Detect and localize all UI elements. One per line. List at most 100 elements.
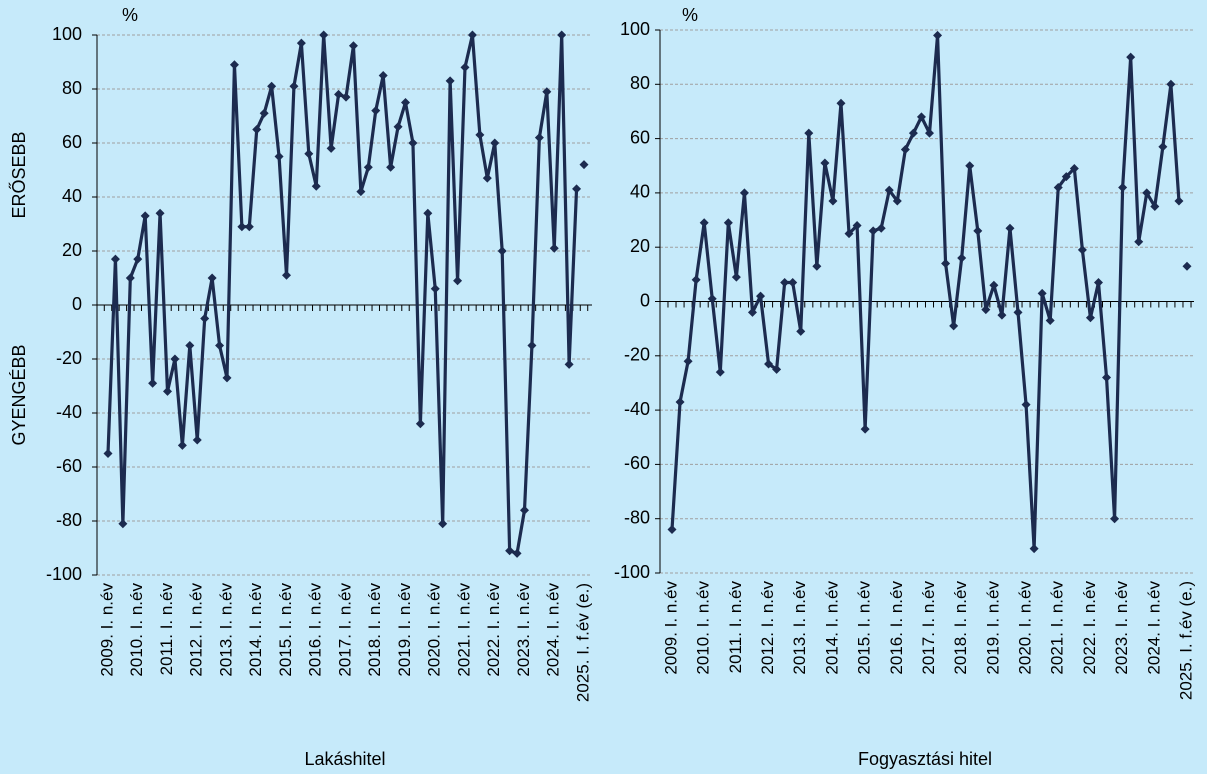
x-tick-label: 2022. I. n.év xyxy=(1080,581,1099,675)
y-tick-label: -60 xyxy=(624,453,650,473)
marker xyxy=(237,222,247,232)
marker xyxy=(764,359,774,369)
x-tick-label: 2011. I. n.év xyxy=(157,583,176,676)
y-tick-label: -20 xyxy=(624,345,650,365)
y-tick-label: 40 xyxy=(62,186,82,206)
marker xyxy=(118,519,128,529)
line xyxy=(670,33,1181,551)
marker xyxy=(965,161,975,171)
marker xyxy=(796,326,806,336)
y-tick-label: 60 xyxy=(630,127,650,147)
marker xyxy=(334,89,344,99)
marker xyxy=(274,152,284,161)
marker xyxy=(393,122,403,132)
marker xyxy=(207,273,217,283)
marker xyxy=(868,226,878,236)
marker xyxy=(844,229,854,239)
marker xyxy=(933,30,943,40)
marker xyxy=(925,128,934,138)
x-tick-label: 2016. I. n.év xyxy=(887,581,906,675)
y-tick-label: -100 xyxy=(46,564,82,584)
marker xyxy=(973,226,983,236)
marker xyxy=(1077,245,1087,255)
marker xyxy=(780,277,790,287)
marker xyxy=(244,222,254,232)
marker xyxy=(445,76,455,86)
marker xyxy=(192,435,202,445)
marker xyxy=(215,341,225,350)
marker xyxy=(949,321,959,331)
marker xyxy=(467,30,477,40)
marker xyxy=(1069,163,1079,173)
marker xyxy=(401,98,410,107)
marker xyxy=(371,106,381,116)
marker xyxy=(1053,182,1063,192)
y-tick-label: 40 xyxy=(630,182,650,202)
marker xyxy=(828,196,838,206)
x-tick-label: 2021. I. n.év xyxy=(1048,581,1067,675)
marker xyxy=(542,87,552,97)
marker xyxy=(820,158,830,168)
y-tick-label: 0 xyxy=(72,294,82,314)
marker xyxy=(1085,313,1095,323)
marker xyxy=(739,188,749,198)
marker xyxy=(348,41,358,51)
y-tick-label: -80 xyxy=(56,510,82,530)
annotation: ERŐSEBB xyxy=(8,131,29,218)
x-tick-label: 2019. I. n.év xyxy=(395,583,414,677)
x-tick-label: 2025. I. f.év (e.) xyxy=(1176,581,1195,700)
y-tick-label: 80 xyxy=(630,73,650,93)
marker xyxy=(311,181,321,191)
marker xyxy=(133,254,143,264)
marker xyxy=(723,218,733,228)
marker xyxy=(475,130,485,140)
marker xyxy=(1029,544,1039,554)
marker xyxy=(148,378,158,388)
marker xyxy=(163,386,172,396)
x-tick-label: 2021. I. n.év xyxy=(454,583,473,677)
marker xyxy=(430,284,440,294)
x-tick-label: 2018. I. n.év xyxy=(951,581,970,675)
x-tick-label: 2025. I. f.év (e.) xyxy=(573,583,592,702)
marker xyxy=(1093,277,1103,287)
x-tick-label: 2023. I. n.év xyxy=(1112,581,1131,675)
x-tick-label: 2009. I. n.év xyxy=(97,583,116,677)
marker xyxy=(1013,307,1023,317)
marker xyxy=(699,218,709,228)
x-tick-label: 2024. I. n.év xyxy=(544,583,563,677)
marker xyxy=(747,307,757,317)
x-tick-label: 2010. I. n.év xyxy=(694,581,713,675)
marker xyxy=(852,220,862,230)
marker xyxy=(1021,400,1031,410)
marker xyxy=(957,253,967,263)
x-tick-label: 2011. I. n.év xyxy=(726,581,745,674)
marker xyxy=(520,505,529,515)
line xyxy=(106,33,579,555)
x-tick-label: 2014. I. n.év xyxy=(246,583,265,677)
marker xyxy=(497,246,507,256)
x-tick-label: 2022. I. n.év xyxy=(484,583,503,677)
marker xyxy=(512,548,522,558)
marker xyxy=(527,341,537,350)
marker xyxy=(356,187,366,197)
x-tick-label: 2018. I. n.év xyxy=(365,583,384,677)
x-tick-label: 2019. I. n.év xyxy=(983,581,1002,675)
marker xyxy=(1158,142,1168,152)
marker xyxy=(981,305,991,315)
x-tick-label: 2009. I. n.év xyxy=(661,581,680,675)
x-tick-label: 2012. I. n.év xyxy=(758,581,777,675)
marker xyxy=(1126,52,1136,62)
x-tick-label: 2010. I. n.év xyxy=(127,583,146,677)
marker xyxy=(534,133,544,143)
x-tick-label: 2012. I. n.év xyxy=(187,583,206,677)
x-tick-label: 2020. I. n.év xyxy=(1016,581,1035,675)
marker xyxy=(341,92,351,102)
y-tick-label: -60 xyxy=(56,456,82,476)
y-tick-label: 60 xyxy=(62,132,82,152)
x-tick-label: 2024. I. n.év xyxy=(1144,581,1163,675)
marker xyxy=(892,196,902,206)
x-tick-label: 2023. I. n.év xyxy=(514,583,533,677)
marker xyxy=(319,30,329,40)
marker xyxy=(363,162,373,172)
